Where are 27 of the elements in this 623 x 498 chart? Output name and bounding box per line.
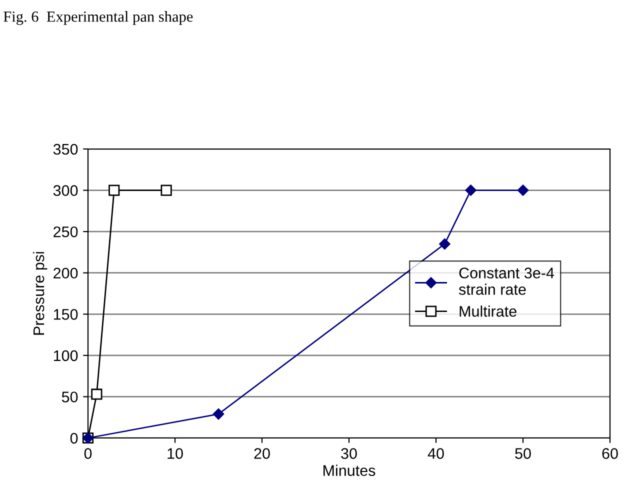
legend-label: Multirate: [460, 306, 516, 317]
x-tick-label: 10: [168, 448, 183, 459]
x-tick-label: 20: [254, 448, 270, 459]
chart-title: Fig. 6 Experimental pan shape: [4, 11, 193, 25]
x-tick-label: 50: [515, 448, 531, 459]
x-tick-label: 40: [428, 448, 444, 459]
point: [212, 408, 224, 420]
y-tick-label: 350: [53, 144, 78, 155]
y-tick-label: 50: [62, 392, 78, 402]
y-tick-label: 200: [54, 268, 78, 279]
y-tick-label: 300: [53, 185, 78, 196]
x-axis-title: Minutes: [324, 464, 376, 476]
point: [108, 184, 120, 196]
point: [465, 184, 476, 196]
y-tick-label: 0: [70, 432, 78, 444]
x-tick-label: 30: [341, 448, 357, 459]
point: [517, 184, 529, 196]
y-axis-title: Pressure psi: [32, 252, 48, 335]
point: [160, 184, 172, 196]
point: [439, 238, 450, 250]
y-tick-label: 250: [54, 226, 78, 238]
y-tick-label: 100: [54, 350, 78, 362]
y-tick-label: 150: [54, 309, 78, 320]
x-tick-label: 60: [602, 448, 618, 459]
point: [91, 388, 102, 400]
legend-label: Constant 3e-4 strain rate: [458, 268, 554, 295]
x-tick-label: 0: [84, 448, 92, 459]
